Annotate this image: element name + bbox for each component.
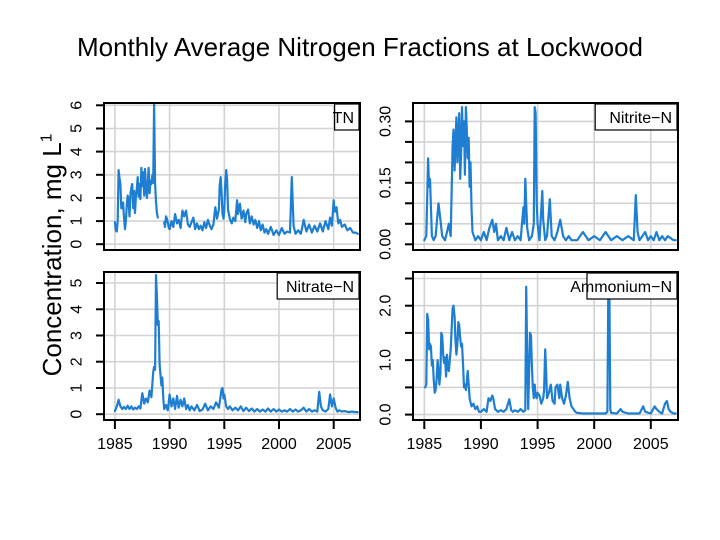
tick-labels: 0 1 2 3 4 5 6: [69, 101, 86, 249]
series-line: [163, 168, 359, 237]
legend-label: Ammonium−N: [570, 279, 672, 296]
legend-box: [334, 103, 360, 131]
series-line: [113, 274, 359, 414]
y-tick-label: 0: [69, 240, 86, 249]
series-line: [424, 274, 677, 415]
ammonium-n-plot-svg: 0.0 1.0 2.0 1985 1990 1995 2000 2005 Ammonium−N: [378, 271, 679, 453]
x-tick-label: 1995: [520, 436, 556, 453]
nitrite-n-plot-svg: 0.00 0.15 0.30 Nitrite−N: [378, 102, 679, 260]
y-tick-label: 2: [69, 193, 86, 202]
x-tick-label: 1990: [152, 436, 188, 453]
series-tn: [113, 103, 359, 237]
legend-label: Nitrite−N: [609, 110, 672, 127]
legend-box: [586, 272, 678, 300]
y-tick-label: 1: [69, 383, 86, 392]
plot-border: [103, 271, 361, 421]
panel-tn: 0 1 2 3 4 5 6 TN: [60, 95, 372, 268]
axis-ticks: [405, 277, 652, 429]
axis-ticks: [405, 120, 412, 246]
series-nitrate-n: [113, 274, 359, 414]
slide-title: Monthly Average Nitrogen Fractions at Lo…: [76, 32, 644, 62]
legend-label: Nitrate−N: [286, 279, 354, 296]
x-tick-label: 1995: [207, 436, 243, 453]
y-tick-label: 5: [69, 278, 86, 287]
y-tick-label: 5: [69, 124, 86, 133]
y-tick-label: 6: [69, 101, 86, 110]
y-tick-label: 0.15: [378, 167, 395, 198]
x-tick-label: 1990: [463, 436, 499, 453]
y-tick-label: 0: [69, 410, 86, 419]
series-line: [423, 106, 677, 242]
y-tick-label: 1.0: [378, 349, 395, 371]
series-ammonium-n: [424, 274, 677, 415]
x-tick-label: 2000: [261, 436, 297, 453]
y-axis-label-superscript: 1: [38, 133, 56, 143]
tick-labels: 0 1 2 3 4 5 1985 1990 1995 2000 2005: [69, 278, 352, 453]
axis-ticks: [96, 282, 335, 429]
y-tick-label: 0.30: [378, 106, 395, 137]
tick-labels: 0.00 0.15 0.30: [378, 106, 395, 260]
plot-border: [103, 102, 361, 251]
y-tick-label: 3: [69, 170, 86, 179]
y-tick-label: 1: [69, 217, 86, 226]
panel-nitrite-n: 0.00 0.15 0.30 Nitrite−N: [370, 95, 688, 268]
series-nitrite-n: [423, 106, 677, 242]
x-tick-label: 2000: [576, 436, 612, 453]
x-tick-label: 1985: [407, 436, 443, 453]
panel-nitrate-n: 0 1 2 3 4 5 1985 1990 1995 2000 2005 Nitrate−N: [60, 264, 372, 464]
axis-ticks: [96, 104, 103, 246]
x-tick-label: 1985: [97, 436, 133, 453]
legend-box: [594, 103, 678, 131]
panel-ammonium-n: 0.0 1.0 2.0 1985 1990 1995 2000 2005 Ammonium−N: [370, 264, 688, 464]
legend-label: TN: [333, 110, 354, 127]
y-tick-label: 4: [69, 305, 86, 314]
gridlines: [104, 103, 360, 250]
tick-labels: 0.0 1.0 2.0 1985 1990 1995 2000 2005: [378, 295, 669, 453]
plot-border: [412, 102, 679, 251]
y-tick-label: 0.00: [378, 229, 395, 260]
nitrate-n-plot-svg: 0 1 2 3 4 5 1985 1990 1995 2000 2005 Nitrate−N: [69, 271, 361, 453]
tn-plot-svg: 0 1 2 3 4 5 6 TN: [69, 101, 361, 251]
y-tick-label: 2: [69, 357, 86, 366]
legend-box: [276, 272, 360, 300]
series-line: [113, 103, 159, 233]
x-tick-label: 2005: [633, 436, 669, 453]
y-tick-label: 0.0: [378, 403, 395, 425]
y-tick-label: 3: [69, 331, 86, 340]
x-tick-label: 2005: [316, 436, 352, 453]
y-tick-label: 4: [69, 147, 86, 156]
plot-border: [412, 271, 679, 421]
y-tick-label: 2.0: [378, 295, 395, 317]
